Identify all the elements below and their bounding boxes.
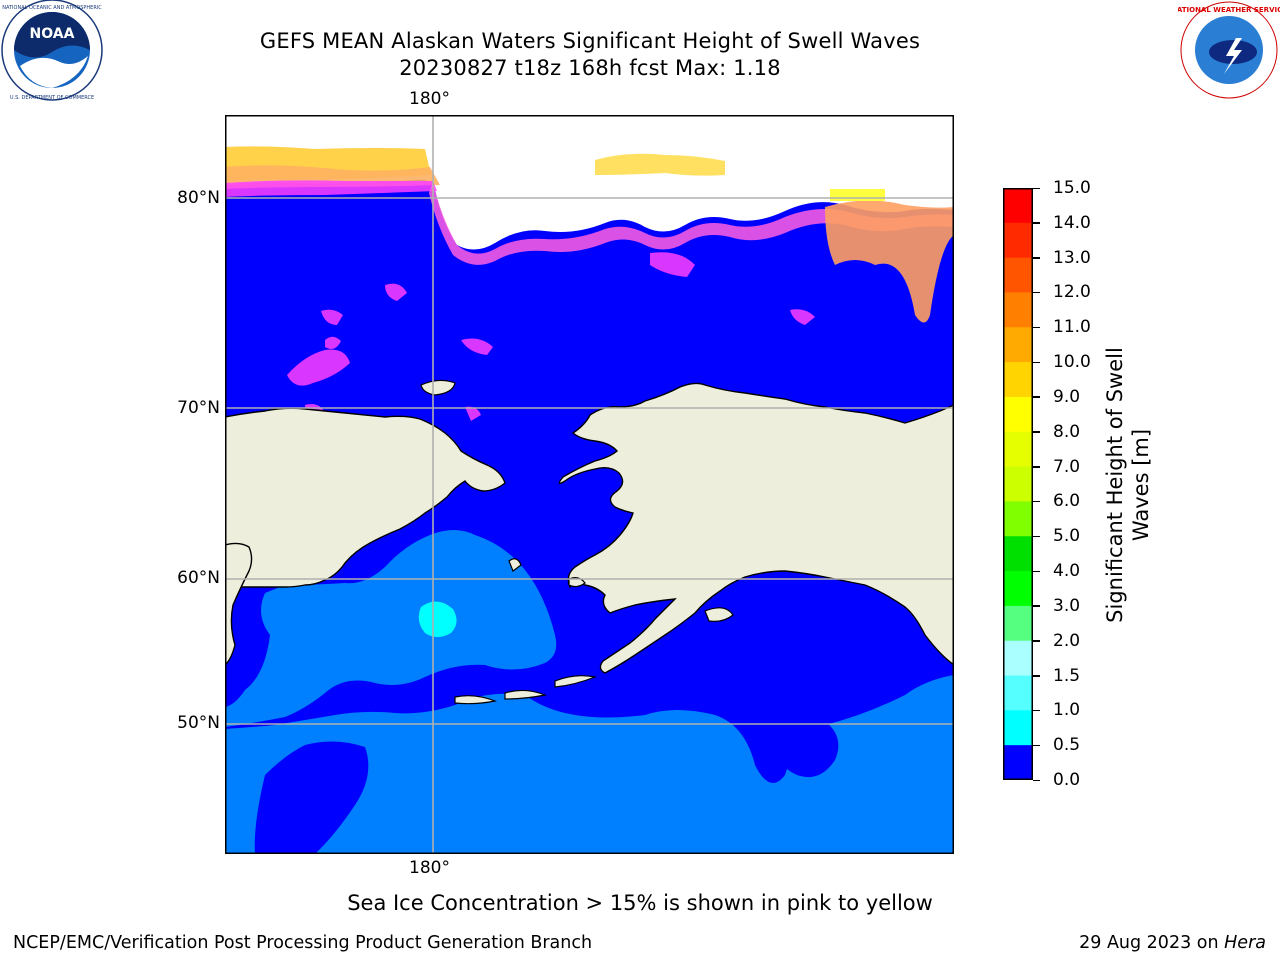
colorbar-band: [1003, 536, 1033, 572]
colorbar-band: [1003, 745, 1033, 781]
colorbar-tick-mark: [1033, 361, 1040, 364]
lat-label-60: 60°N: [177, 568, 220, 588]
colorbar-band: [1003, 222, 1033, 259]
colorbar-tick-mark: [1033, 744, 1040, 747]
colorbar-tick-label: 2.0: [1053, 630, 1081, 651]
colorbar-band: [1003, 605, 1033, 642]
colorbar-tick-label: 6.0: [1053, 491, 1081, 512]
colorbar-tick-mark: [1033, 709, 1040, 712]
colorbar-tick-label: 0.0: [1053, 770, 1081, 790]
lon-label-top: 180°: [409, 89, 450, 109]
colorbar-tick-mark: [1033, 779, 1040, 781]
colorbar-band: [1003, 362, 1033, 398]
colorbar-band: [1003, 257, 1033, 293]
ocean-mid-region: [225, 530, 557, 854]
colorbar-band: [1003, 292, 1033, 328]
colorbar-tick-label: 11.0: [1053, 317, 1091, 338]
colorbar-tick-label: 1.0: [1053, 700, 1081, 721]
map-svg: [224, 115, 955, 854]
ocean-low-east-patch: [765, 719, 839, 778]
footer-date: 29 Aug 2023 on Hera: [1079, 933, 1266, 953]
colorbar-tick-mark: [1033, 222, 1040, 224]
sea-ice-east: [825, 200, 954, 323]
colorbar-band: [1003, 188, 1033, 224]
colorbar-band: [1003, 431, 1033, 468]
nws-logo-icon: NATIONAL WEATHER SERVICE: [1171, 0, 1280, 106]
lat-label-80: 80°N: [177, 188, 220, 208]
colorbar-tick-mark: [1033, 535, 1040, 538]
colorbar-band: [1003, 571, 1033, 607]
ocean-mid-south: [225, 675, 954, 854]
ocean-low-south-tongue: [254, 741, 369, 854]
svg-text:NATIONAL OCEANIC AND ATMOSPHER: NATIONAL OCEANIC AND ATMOSPHERIC: [2, 5, 102, 11]
colorbar-tick-label: 3.0: [1053, 595, 1081, 616]
ice-patches: [287, 252, 815, 421]
sea-ice-note: Sea Ice Concentration > 15% is shown in …: [347, 891, 933, 915]
colorbar-tick-mark: [1033, 570, 1040, 573]
islands: [420, 379, 734, 705]
colorbar-label-line1: Significant Height of Swell: [1103, 347, 1127, 623]
chart-subtitle: 20230827 t18z 168h fcst Max: 1.18: [399, 56, 781, 80]
colorbar-tick-label: 8.0: [1053, 421, 1081, 442]
alaska-land: [558, 382, 955, 674]
svg-text:U.S. DEPARTMENT OF COMMERCE: U.S. DEPARTMENT OF COMMERCE: [10, 95, 94, 101]
colorbar-band: [1003, 396, 1033, 433]
svg-text:NOAA: NOAA: [30, 26, 75, 42]
colorbar-tick-mark: [1033, 675, 1040, 677]
colorbar-tick-mark: [1033, 466, 1040, 468]
colorbar-tick-label: 15.0: [1053, 178, 1091, 198]
colorbar-tick-label: 10.0: [1053, 352, 1091, 373]
svg-text:NATIONAL WEATHER SERVICE: NATIONAL WEATHER SERVICE: [1178, 6, 1280, 14]
colorbar-tick-mark: [1033, 326, 1040, 329]
colorbar-tick-mark: [1033, 187, 1040, 189]
colorbar-tick-mark: [1033, 500, 1040, 503]
colorbar-tick-label: 9.0: [1053, 386, 1081, 407]
colorbar-tick-label: 5.0: [1053, 526, 1081, 547]
footer-host: Hera: [1224, 933, 1266, 953]
sea-ice-edge-center: [429, 181, 954, 265]
colorbar-band: [1003, 710, 1033, 746]
colorbar-label-line2: Waves [m]: [1129, 428, 1153, 542]
colorbar-label: Significant Height of Swell Waves [m]: [1102, 275, 1154, 695]
colorbar-band: [1003, 640, 1033, 677]
sea-ice-ne-patch: [830, 189, 885, 201]
ocean-high-region: [418, 601, 457, 637]
colorbar-band: [1003, 466, 1033, 502]
footer-credit: NCEP/EMC/Verification Post Processing Pr…: [13, 933, 593, 953]
chukotka-land: [224, 407, 506, 588]
colorbar-band: [1003, 501, 1033, 537]
footer-date-text: 29 Aug 2023 on: [1079, 933, 1225, 953]
colorbar-tick-label: 12.0: [1053, 282, 1091, 303]
colorbar-tick-label: 14.0: [1053, 212, 1091, 233]
kamchatka-land: [224, 542, 253, 667]
chart-title: GEFS MEAN Alaskan Waters Significant Hei…: [259, 29, 921, 53]
colorbar-tick-mark: [1033, 605, 1040, 607]
noaa-logo-icon: NOAA NATIONAL OCEANIC AND ATMOSPHERIC U.…: [0, 0, 104, 108]
colorbar-band: [1003, 675, 1033, 711]
lat-label-70: 70°N: [177, 398, 220, 418]
colorbar-tick-mark: [1033, 396, 1040, 398]
colorbar-border: [1003, 188, 1033, 780]
colorbar-tick-label: 7.0: [1053, 456, 1081, 477]
colorbar-tick-label: 1.5: [1053, 665, 1081, 686]
colorbar-tick-mark: [1033, 640, 1040, 642]
colorbar-tick-label: 13.0: [1053, 247, 1091, 268]
colorbar-tick-label: 4.0: [1053, 561, 1081, 582]
colorbar-tick-mark: [1033, 431, 1040, 433]
colorbar: [1003, 188, 1033, 781]
colorbar-tick-mark: [1033, 257, 1040, 259]
colorbar-band: [1003, 327, 1033, 363]
colorbar-tick-label: 0.5: [1053, 735, 1081, 756]
sea-ice-north-patch: [595, 153, 725, 176]
colorbar-svg: [1003, 188, 1033, 781]
lon-label-bottom: 180°: [409, 858, 450, 878]
map-plot: [224, 115, 955, 854]
map-border: [225, 115, 954, 854]
colorbar-tick-mark: [1033, 291, 1040, 294]
lat-label-50: 50°N: [177, 713, 220, 733]
graticule: [225, 115, 954, 854]
sea-ice-edge-west: [225, 180, 437, 197]
